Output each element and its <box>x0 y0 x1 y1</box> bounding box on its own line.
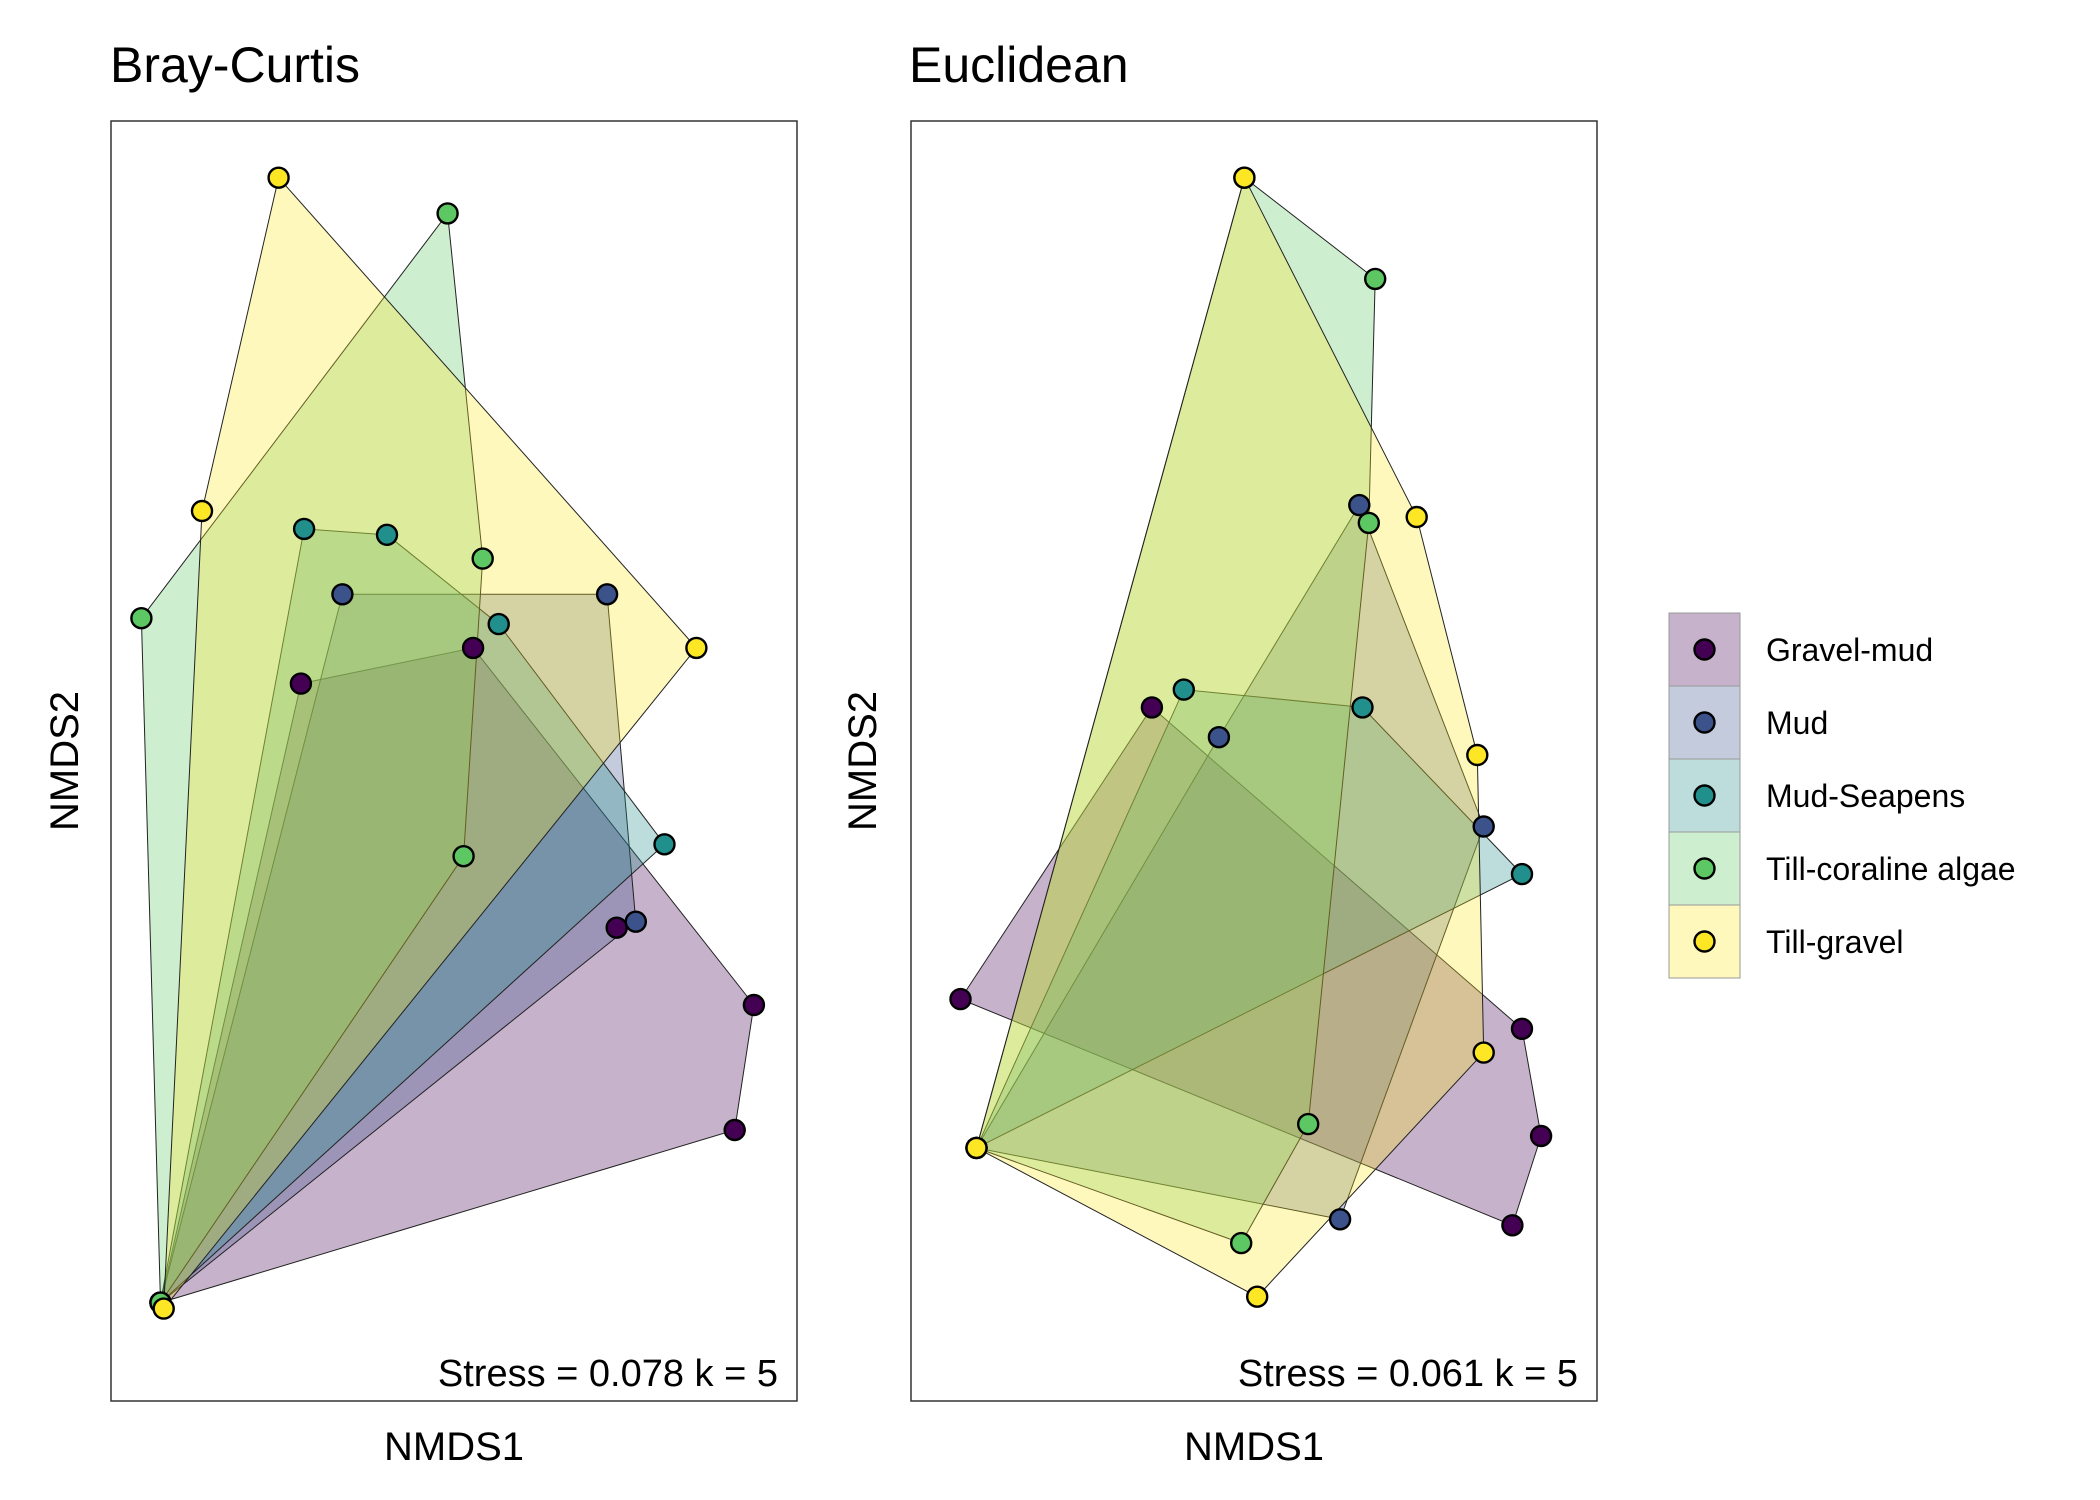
legend-label: Gravel-mud <box>1766 632 1933 668</box>
legend-key-dot <box>1693 711 1716 734</box>
legend-key-dot <box>1693 857 1716 880</box>
point-mud <box>1328 1208 1352 1231</box>
panel-euclidean: Euclidean Stress = 0.061 k = 5 NMDS1 NMD… <box>841 37 1598 1469</box>
legend-item: Gravel-mud <box>1668 612 1933 687</box>
point-gravel-mud <box>1501 1214 1524 1237</box>
point-till-gravel <box>152 1297 175 1320</box>
y-axis-label: NMDS2 <box>841 691 885 831</box>
point-till-coraline-algae <box>1357 511 1381 535</box>
point-mud-seapens <box>292 517 316 541</box>
stress-annotation: Stress = 0.061 k = 5 <box>1238 1353 1578 1395</box>
point-gravel-mud <box>949 987 972 1011</box>
point-mud <box>1348 493 1371 517</box>
hull-till-coraline-algae <box>140 212 484 1305</box>
point-till-gravel <box>1405 505 1428 529</box>
point-mud-seapens <box>653 833 676 856</box>
x-axis-label: NMDS1 <box>384 1425 524 1469</box>
point-till-coraline-algae <box>1229 1231 1253 1255</box>
hull-mud-seapens <box>159 528 666 1304</box>
point-till-coraline-algae <box>1296 1112 1320 1136</box>
point-mud-seapens <box>1172 678 1196 701</box>
panel-title: Euclidean <box>909 37 1129 93</box>
point-mud-seapens <box>487 612 510 636</box>
point-till-coraline-algae <box>452 845 475 868</box>
point-till-gravel <box>267 166 290 189</box>
legend-item: Mud <box>1668 685 1828 760</box>
point-mud-seapens <box>1510 862 1534 886</box>
legend-key-dot <box>1693 930 1716 953</box>
plot-frame <box>110 120 798 1402</box>
point-till-gravel <box>190 499 214 523</box>
point-mud-seapens <box>375 523 399 546</box>
legend-item: Till-gravel <box>1668 904 1904 979</box>
point-till-coraline-algae <box>130 607 153 630</box>
point-till-gravel <box>1233 166 1256 189</box>
point-mud <box>1207 726 1231 749</box>
panel-title: Bray-Curtis <box>110 37 360 93</box>
point-gravel-mud <box>605 916 628 939</box>
point-mud-seapens <box>1351 696 1374 719</box>
point-till-coraline-algae <box>436 202 459 225</box>
hull-layer <box>140 176 755 1311</box>
legend-item: Till-coraline algae <box>1668 831 2016 906</box>
stress-annotation: Stress = 0.078 k = 5 <box>438 1353 778 1395</box>
point-mud <box>624 910 647 933</box>
legend-label: Till-coraline algae <box>1766 851 2016 887</box>
point-till-gravel <box>1466 743 1489 767</box>
point-till-gravel <box>965 1136 988 1160</box>
legend-key-dot <box>1693 784 1716 807</box>
point-gravel-mud <box>742 993 766 1017</box>
hull-gravel-mud <box>159 647 755 1304</box>
point-mud <box>331 583 354 606</box>
point-gravel-mud <box>289 672 313 695</box>
point-gravel-mud <box>1510 1017 1534 1041</box>
point-layer <box>949 166 1553 1308</box>
panel-bray-curtis: Bray-Curtis Stress = 0.078 k = 5 NMDS1 N… <box>43 37 798 1469</box>
hull-mud <box>975 503 1485 1220</box>
point-till-gravel <box>1472 1041 1495 1064</box>
point-till-gravel <box>685 636 708 660</box>
legend-item: Mud-Seapens <box>1668 758 1965 833</box>
point-till-coraline-algae <box>1363 267 1387 291</box>
legend-label: Mud-Seapens <box>1766 778 1965 814</box>
x-axis-label: NMDS1 <box>1184 1425 1324 1469</box>
y-axis-label: NMDS2 <box>43 691 87 831</box>
point-till-gravel <box>1245 1285 1269 1308</box>
point-gravel-mud <box>1529 1124 1553 1148</box>
point-gravel-mud <box>461 636 485 660</box>
legend-key-dot <box>1693 638 1716 661</box>
legend-label: Till-gravel <box>1766 924 1904 960</box>
point-gravel-mud <box>1140 696 1164 719</box>
point-gravel-mud <box>723 1118 746 1142</box>
hull-gravel-mud <box>959 706 1542 1226</box>
point-mud <box>595 583 619 606</box>
point-till-coraline-algae <box>471 547 494 570</box>
point-layer <box>130 166 766 1320</box>
legend: Gravel-mud Mud Mud-Seapens Till-coraline… <box>1668 612 2016 979</box>
point-mud <box>1472 815 1495 838</box>
legend-label: Mud <box>1766 705 1828 741</box>
